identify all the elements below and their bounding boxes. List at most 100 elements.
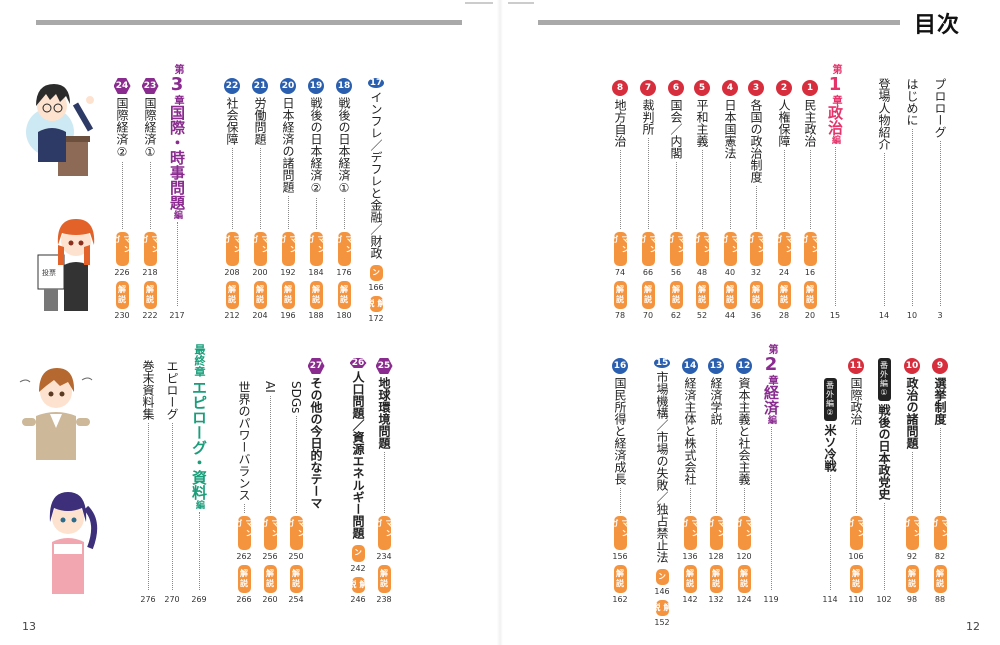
toc-entry[interactable]: 2 人権保障 マンガ 24 解説 28 [774,80,794,324]
leader-dots [729,162,731,229]
kaisetsu-page-ref: 172 [368,314,384,323]
entry-title: 社会保障 [225,97,239,145]
manga-page-ref: 82 [934,552,946,561]
toc-entry[interactable]: AI マンガ 256 解説 260 [260,378,280,608]
manga-page-ref: 106 [848,552,864,561]
chapter-2-heading[interactable]: 第 2 章 経済 編 119 [760,344,782,608]
toc-entry[interactable]: 14 経済主体と株式会社 マンガ 136 解説 142 [680,358,700,608]
manga-label: マンガ [374,516,394,550]
page-ref: 114 [822,595,838,604]
manga-label: マンガ [774,232,794,266]
kaisetsu-page-ref: 152 [654,618,670,627]
toc-entry-epilogue[interactable]: エピローグ 270 [162,360,182,608]
entry-title: 資本主義と社会主義 [737,377,751,485]
chapter-1-heading[interactable]: 第 1 章 政治 編 15 [824,64,846,324]
page-ref: 276 [140,595,156,604]
toc-entry[interactable]: 16 国民所得と経済成長 マンガ 156 解説 162 [610,358,630,608]
toc-entry[interactable]: 23 国際経済① マンガ 218 解説 222 [140,78,160,324]
toc-entry[interactable]: 24 国際経済② マンガ 226 解説 230 [112,78,132,324]
toc-entry-bangai-1[interactable]: 番外編① 戦後の日本政党史 102 [874,358,894,608]
manga-page-ref: 176 [336,268,352,277]
toc-entry[interactable]: 4 日本国憲法 マンガ 40 解説 44 [720,80,740,324]
toc-entry[interactable]: 25 地球環境問題 マンガ 234 解説 238 [374,358,394,608]
kaisetsu-page-ref: 246 [350,595,366,604]
toc-entry[interactable]: 20 日本経済の諸問題 マンガ 192 解説 196 [278,78,298,324]
toc-entry-prologue[interactable]: プロローグ 3 [930,78,950,324]
final-chapter-heading[interactable]: 最終章 エピローグ・資料 編 269 [188,344,210,608]
manga-label: マンガ [334,232,354,266]
toc-entry[interactable]: 10 政治の諸問題 マンガ 92 解説 98 [902,358,922,608]
kaisetsu-page-ref: 212 [224,311,240,320]
toc-entry[interactable]: 19 戦後の日本経済② マンガ 184 解説 188 [306,78,326,324]
chapter-3-heading[interactable]: 第 3 章 国際・時事問題 編 217 [166,64,188,324]
kaisetsu-page-ref: 188 [308,311,324,320]
kaisetsu-page-ref: 230 [114,311,130,320]
entry-number-badge: 18 [336,78,352,94]
book-gutter [497,0,503,645]
kaisetsu-page-ref: 28 [778,311,790,320]
manga-page-ref: 40 [724,268,736,277]
leader-dots [198,512,200,590]
kaisetsu-label: 解説 [253,281,267,309]
page-ref: 15 [829,311,841,320]
entry-number-badge: 12 [736,358,752,374]
toc-entry[interactable]: 15 市場機構／市場の失敗／独占禁止法 マンガ 146 解説 152 [647,358,678,627]
toc-entry-27[interactable]: 27 その他の今日的なテーマ [306,358,326,608]
toc-entry[interactable]: 12 資本主義と社会主義 マンガ 120 解説 124 [734,358,754,608]
entry-title: その他の今日的なテーマ [309,377,323,509]
chapter-hen: 編 [830,135,840,144]
page-ref: 269 [191,595,207,604]
toc-entry[interactable]: 6 国会／内閣 マンガ 56 解説 62 [666,80,686,324]
toc-entry[interactable]: 21 労働問題 マンガ 200 解説 204 [250,78,270,324]
leader-dots [883,153,885,306]
toc-entry[interactable]: 13 経済学説 マンガ 128 解説 132 [706,358,726,608]
page-number-left: 13 [22,620,36,633]
entry-title: 米ソ冷戦 [823,424,837,472]
toc-entry[interactable]: SDGs マンガ 250 解説 254 [286,378,306,608]
toc-entry[interactable]: 7 裁判所 マンガ 66 解説 70 [638,80,658,324]
kaisetsu-label: 解説 [237,565,251,593]
chapter-hen: 編 [194,500,204,509]
entry-title: 戦後の日本政党史 [877,404,891,500]
toc-entry-intro[interactable]: はじめに 10 [902,78,922,324]
toc-entry[interactable]: 5 平和主義 マンガ 48 解説 52 [692,80,712,324]
manga-label: マンガ [112,232,132,266]
toc-entry[interactable]: 世界のパワーバランス マンガ 262 解説 266 [234,378,254,608]
kaisetsu-label: 解説 [777,281,791,309]
toc-entry[interactable]: 17 インフレ／デフレと金融／財政 マンガ 166 解説 172 [361,78,392,324]
kaisetsu-label: 解説 [309,281,323,309]
leader-dots [147,423,149,590]
entry-title: インフレ／デフレと金融／財政 [369,91,383,259]
entry-title: 日本経済の諸問題 [281,97,295,193]
toc-entry[interactable]: 9 選挙制度 マンガ 82 解説 88 [930,358,950,608]
entry-title: 国際経済② [115,97,129,159]
toc-entry[interactable]: 3 各国の政治制度 マンガ 32 解説 36 [746,80,766,324]
page-title: 目次 [913,10,961,38]
toc-entry[interactable]: 26 人口問題／資源エネルギー問題 マンガ 242 解説 246 [343,358,374,608]
entry-number-badge: 17 [368,78,384,88]
page-ref: 14 [878,311,890,320]
leader-dots [243,504,245,513]
leader-dots [783,150,785,229]
entry-number-badge: 20 [280,78,296,94]
toc-entry-characters[interactable]: 登場人物紹介 14 [874,78,894,324]
leader-dots [343,198,345,229]
toc-entry[interactable]: 8 地方自治 マンガ 74 解説 78 [610,80,630,324]
toc-entry[interactable]: 22 社会保障 マンガ 208 解説 212 [222,78,242,324]
toc-entry-appendix[interactable]: 巻末資料集 276 [138,360,158,608]
manga-page-ref: 226 [114,268,130,277]
toc-entry[interactable]: 1 民主政治 マンガ 16 解説 20 [800,80,820,324]
kaisetsu-label: 解説 [263,565,277,593]
manga-label: マンガ [734,516,754,550]
leader-dots [121,162,123,229]
manga-page-ref: 120 [736,552,752,561]
toc-entry[interactable]: 18 戦後の日本経済① マンガ 176 解説 180 [334,78,354,324]
page-ref: 119 [763,595,779,604]
kaisetsu-page-ref: 260 [262,595,278,604]
leader-dots [911,452,913,513]
entry-title: 戦後の日本経済① [337,97,351,195]
left-header-bar [36,20,462,25]
entry-title: 国際経済① [143,97,157,159]
toc-entry-bangai-2[interactable]: 番外編② 米ソ冷戦 114 [820,378,840,608]
toc-entry[interactable]: 11 国際政治 マンガ 106 解説 110 [846,358,866,608]
